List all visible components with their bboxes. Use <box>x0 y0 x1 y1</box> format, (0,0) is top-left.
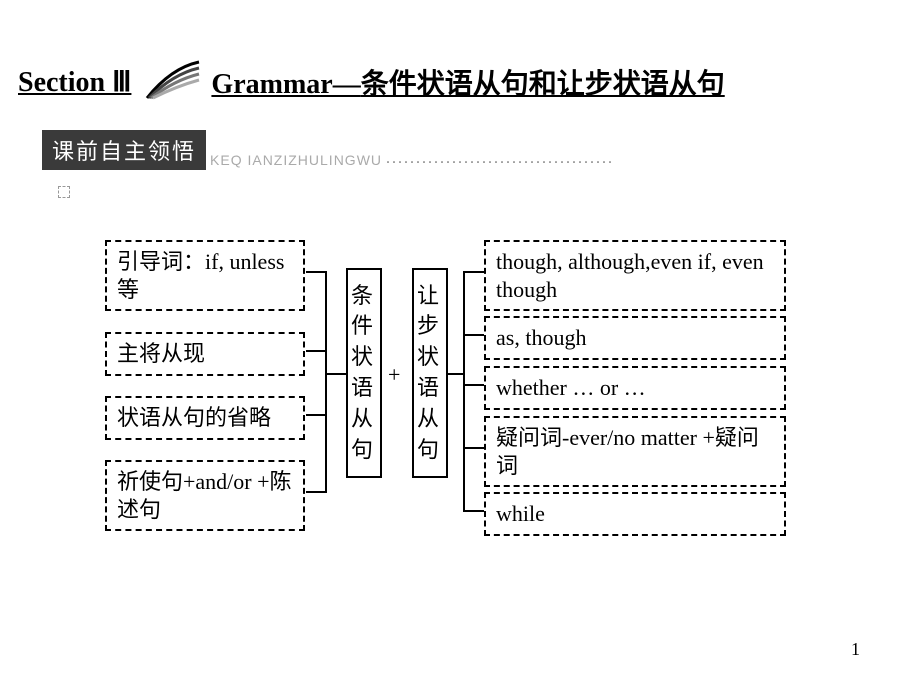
subtitle-strip: 课前自主领悟 KEQ IANZIZHULINGWU ..............… <box>42 130 614 170</box>
marker-box <box>58 186 70 198</box>
center-right-box: 让步状语从句 <box>412 268 448 478</box>
left-box-0: 引导词：if, unless等 <box>105 240 305 311</box>
subtitle-dots: ...................................... <box>386 150 614 170</box>
streak-icon <box>143 58 203 105</box>
right-box-3: 疑问词-ever/no matter +疑问词 <box>484 416 786 487</box>
page-number: 1 <box>851 639 860 660</box>
diagram: 引导词：if, unless等 主将从现 状语从句的省略 祈使句+and/or … <box>90 240 850 570</box>
section-label: Section Ⅲ <box>18 65 131 99</box>
right-box-4: while <box>484 492 786 536</box>
left-box-3: 祈使句+and/or +陈述句 <box>105 460 305 531</box>
center-left-box: 条件状语从句 <box>346 268 382 478</box>
subtitle-cn: 课前自主领悟 <box>42 130 206 170</box>
right-bracket <box>446 240 486 540</box>
right-box-0: though, although,even if, even though <box>484 240 786 311</box>
grammar-title: Grammar—条件状语从句和让步状语从句 <box>211 62 724 102</box>
subtitle-pinyin: KEQ IANZIZHULINGWU <box>210 152 382 170</box>
plus-sign: + <box>388 362 400 388</box>
left-box-1: 主将从现 <box>105 332 305 376</box>
right-box-1: as, though <box>484 316 786 360</box>
left-bracket <box>304 240 348 530</box>
right-box-2: whether … or … <box>484 366 786 410</box>
left-box-2: 状语从句的省略 <box>105 396 305 440</box>
